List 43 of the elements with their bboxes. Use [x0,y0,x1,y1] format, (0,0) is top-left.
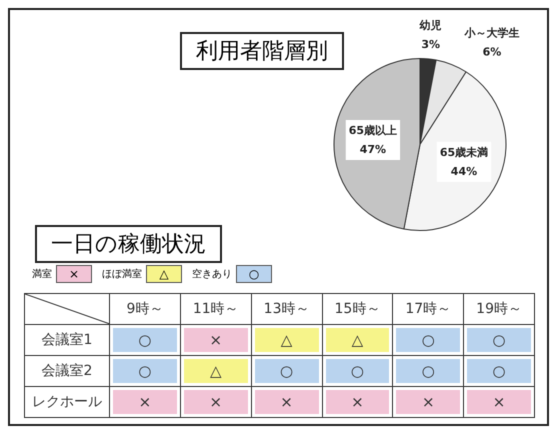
text: × [280,393,293,411]
text: ○ [138,331,152,349]
text: 利用者階層別 [180,32,344,70]
text: × [492,393,506,411]
text: × [422,393,435,411]
chart-title: 一日の稼働状況 [35,225,222,263]
text: ○ [138,362,152,380]
y-tick-label: 会議室2 [42,362,92,380]
text: × [138,393,152,411]
legend-swatch: △ [146,265,182,283]
text: × [351,393,364,411]
text: ○ [350,362,364,380]
text: × [209,393,222,411]
slice-label: 小～大学生 [463,26,520,40]
slice-label: 幼児 [418,18,442,32]
data-label: 44% [450,164,478,178]
x-tick-label: 11時～ [192,300,239,318]
slice-label: 65歳未満 [440,146,488,159]
x-tick-label: 17時～ [405,300,452,318]
y-tick-label: レクホール [32,393,102,411]
legend-swatch: ○ [236,265,272,283]
x-tick-label: 9時～ [126,300,164,318]
text: ○ [280,362,294,380]
data-label: 47% [360,142,386,156]
text: △ [280,331,292,349]
text: 満室 [32,268,52,281]
data-label: 6% [482,45,502,58]
text: ○ [492,331,506,349]
text: ほぼ満室 [102,268,142,281]
text: △ [210,362,222,380]
text: ○ [492,362,506,380]
x-tick-label: 13時～ [264,300,310,318]
text: ○ [422,362,435,380]
text: ○ [422,331,435,349]
slice-label: 65歳以上 [348,124,398,137]
text: △ [352,331,364,349]
x-tick-label: 15時～ [334,300,380,318]
text: 空きあり [192,268,232,281]
text: × [209,331,222,349]
y-tick-label: 会議室1 [42,331,92,349]
data-label: 3% [421,38,440,51]
x-tick-label: 19時～ [476,300,522,318]
legend-swatch: × [56,265,92,283]
